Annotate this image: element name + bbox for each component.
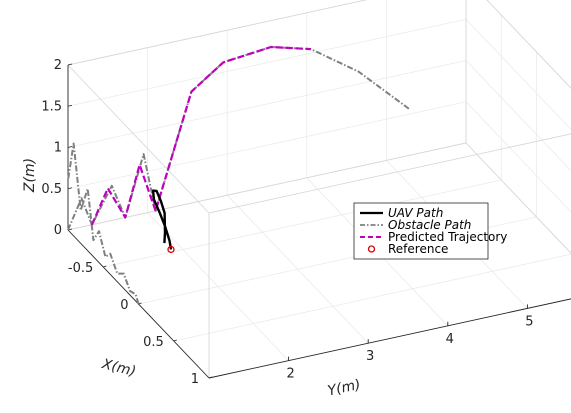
legend: UAV Path Obstacle Path Predicted Traject… [353,202,507,260]
grid-line [226,194,369,344]
z-tick-label: 2 [54,58,62,73]
legend-label-obstacle: Obstacle Path [388,218,471,232]
x-tick-mark [173,339,177,342]
box-edge [208,133,571,214]
z-tick-label: 0 [54,223,62,238]
z-tick-mark [67,63,73,66]
z-tick-label: 0.5 [41,182,62,197]
uav-path-line [151,189,173,250]
legend-label-uav: UAV Path [388,206,443,220]
z-tick-mark [67,146,73,148]
x-tick-mark [208,376,213,379]
z-tick-mark [67,187,73,190]
x-tick-mark [103,265,107,268]
y-axis-label: Y(m) [326,377,362,400]
legend-label-predicted: Predicted Trajectory [388,230,507,244]
x-tick-label: 0 [120,298,128,313]
box-edge [465,142,571,254]
tick-labels: -0.500.512345600.511.52 [41,58,533,387]
x-tick-label: 0.5 [143,335,164,350]
grid-line [465,60,571,172]
axes-box [67,0,571,379]
z-tick-label: 1 [54,141,62,156]
legend-marker-reference [367,245,376,253]
y-axis-line [208,298,571,379]
grid-line [67,60,467,148]
legend-label-reference: Reference [388,242,448,256]
grid-line [465,101,571,213]
box-edge [67,0,368,66]
z-axis-label: Z(m) [22,158,38,193]
y-tick-label: 3 [366,349,374,364]
z-tick-mark [67,104,73,107]
series-layer [67,45,411,305]
x-axis-label: X(m) [99,356,137,380]
y-tick-label: 5 [525,314,533,329]
grid-line [147,212,289,361]
z-tick-label: 1.5 [41,99,62,114]
box-edge [67,64,210,214]
grid-line [67,101,467,190]
x-tick-label: 1 [191,372,199,387]
reference-marker [167,245,175,254]
predicted-trajectory-line [90,45,311,226]
box-edge [67,142,467,231]
grid-line [173,253,571,342]
y-tick-label: 4 [446,332,454,347]
x-tick-label: -0.5 [68,261,93,276]
grid-line [67,18,467,107]
obstacle-path-line [67,142,140,305]
grid-line [465,18,571,131]
y-tick-label: 2 [286,367,294,382]
box-edge [486,0,571,89]
obstacle-path-line [67,46,411,231]
grid-line [486,0,571,89]
